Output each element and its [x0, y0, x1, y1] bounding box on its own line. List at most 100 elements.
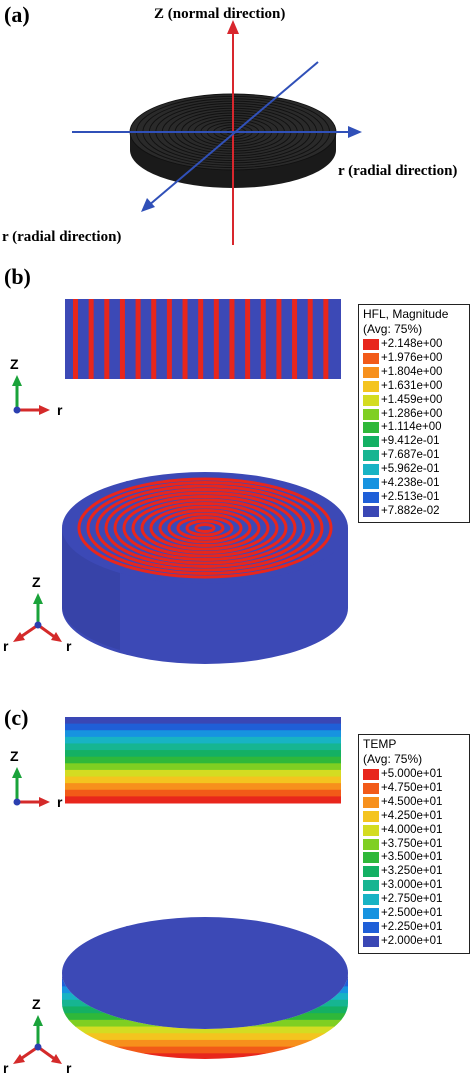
heat-stripe [260, 299, 266, 379]
r-radial-direction-right-label: r (radial direction) [338, 163, 458, 179]
hfl-legend-value: +2.513e-01 [381, 490, 440, 503]
temp-legend-swatch [363, 838, 379, 850]
temp-side-band [62, 1013, 348, 1021]
heat-ring [167, 512, 243, 544]
hfl-legend-swatch [363, 505, 379, 517]
panel-c-triad-3d-r2-label: r [66, 1060, 72, 1076]
hfl-legend-title: HFL, Magnitude [363, 307, 449, 321]
temp-side-band [62, 1006, 348, 1014]
hfl-legend-swatch [363, 422, 379, 434]
temp-side-band [62, 1039, 348, 1048]
temp-side-band [62, 1053, 348, 1059]
hfl-legend-value: +4.238e-01 [381, 477, 440, 489]
temp-band [65, 796, 341, 804]
hfl-legend-swatch [363, 352, 379, 364]
panel-c-triad-3d-z-label: Z [32, 996, 41, 1012]
heat-stripe [292, 299, 298, 379]
heat-ring [113, 491, 297, 565]
temp-band [65, 743, 341, 751]
heat-stripe [276, 299, 282, 379]
hfl-legend-swatch [363, 491, 379, 503]
hfl-legend-value: +5.962e-01 [381, 463, 440, 476]
heat-stripe [166, 299, 172, 379]
hfl-legend-swatch [363, 464, 379, 476]
temp-legend-swatch [363, 908, 379, 919]
heat-stripe [245, 299, 251, 379]
temp-legend-title: TEMP [363, 737, 397, 751]
hfl-legend-swatch [363, 380, 379, 392]
temp-legend-value: +2.750e+01 [381, 893, 443, 906]
hfl-legend-value: +1.459e+00 [381, 393, 443, 406]
temp-legend-value: +3.250e+01 [381, 865, 443, 878]
temp-legend-swatch [363, 935, 379, 947]
hfl-legend-swatch [363, 478, 379, 489]
heat-stripe [323, 299, 329, 379]
temp-legend-swatch [363, 894, 379, 906]
temp-side-band [62, 979, 348, 987]
temp-legend-swatch [363, 810, 379, 822]
temp-legend-swatch [363, 921, 379, 933]
temp-legend-swatch [363, 866, 379, 878]
hfl-legend-swatch [363, 339, 379, 350]
r-radial-direction-left-label: r (radial direction) [2, 229, 122, 245]
heat-stripe [151, 299, 157, 379]
temp-band [65, 783, 341, 791]
heat-stripe [229, 299, 235, 379]
hfl-legend-value: +1.631e+00 [381, 379, 443, 392]
heat-ring [77, 477, 333, 579]
panel-b-triad-3d-z-label: Z [32, 574, 41, 590]
panel-c-triad-3d-r1-label: r [3, 1060, 9, 1076]
heat-stripe [182, 299, 188, 379]
temp-legend-swatch [363, 782, 379, 794]
temp-band [65, 776, 341, 784]
heat-ring [176, 516, 234, 540]
heat-ring [86, 481, 324, 575]
heat-ring [104, 488, 306, 568]
temp-band [65, 756, 341, 764]
temp-side-band [62, 1033, 348, 1041]
hfl-legend-value: +7.687e-01 [381, 449, 440, 462]
temp-legend-value: +2.250e+01 [381, 920, 443, 933]
temp-legend: TEMP (Avg: 75%) +5.000e+01 +4.750e+01 +4.5… [358, 734, 470, 954]
temp-band [65, 769, 341, 778]
temp-legend-swatch [363, 824, 379, 836]
temp-legend-value: +3.500e+01 [381, 851, 443, 864]
hfl-legend-swatch [363, 450, 379, 462]
panel-c-triad-2d-z-label: Z [10, 748, 19, 764]
temp-side-band [62, 999, 348, 1007]
heat-stripe [307, 299, 313, 379]
temp-side-band [62, 973, 348, 981]
hfl-legend: HFL, Magnitude (Avg: 75%) +2.148e+00 +1.9… [358, 304, 470, 523]
temp-side-band [62, 1046, 348, 1054]
hfl-legend-value: +1.804e+00 [381, 365, 443, 378]
heat-ring [131, 498, 279, 558]
panel-b-triad-3d-r1-label: r [3, 638, 9, 654]
temp-band [65, 717, 341, 725]
temp-side-band [62, 1019, 348, 1028]
panel-a-label: (a) [4, 2, 30, 27]
temp-band [65, 730, 341, 738]
hfl-legend-value: +7.882e-02 [381, 504, 440, 517]
hfl-legend-value: +2.148e+00 [381, 338, 443, 350]
hfl-legend-value: +1.286e+00 [381, 407, 443, 420]
panel-c-triad-2d-r-label: r [57, 794, 63, 810]
temp-side-band [62, 986, 348, 994]
temp-legend-value: +2.500e+01 [381, 907, 443, 919]
r-axis-diagonal [147, 61, 319, 207]
temp-legend-subtitle: (Avg: 75%) [363, 752, 423, 766]
temp-legend-value: +4.750e+01 [381, 781, 443, 794]
temp-legend-swatch [363, 880, 379, 892]
heat-stripe [213, 299, 219, 379]
heat-ring [140, 502, 270, 554]
heat-ring [158, 509, 252, 547]
temp-legend-swatch [363, 852, 379, 864]
panel-b-label: (b) [4, 264, 31, 289]
panel-b-triad-2d-z-label: Z [10, 356, 19, 372]
heat-ring [149, 505, 261, 551]
panel-b-triad-2d-r-label: r [57, 402, 63, 418]
hfl-legend-value: +9.412e-01 [381, 435, 440, 448]
temp-legend-swatch [363, 796, 379, 808]
hfl-legend-swatch [363, 436, 379, 448]
temp-legend-value: +4.500e+01 [381, 795, 443, 808]
hfl-legend-swatch [363, 366, 379, 378]
